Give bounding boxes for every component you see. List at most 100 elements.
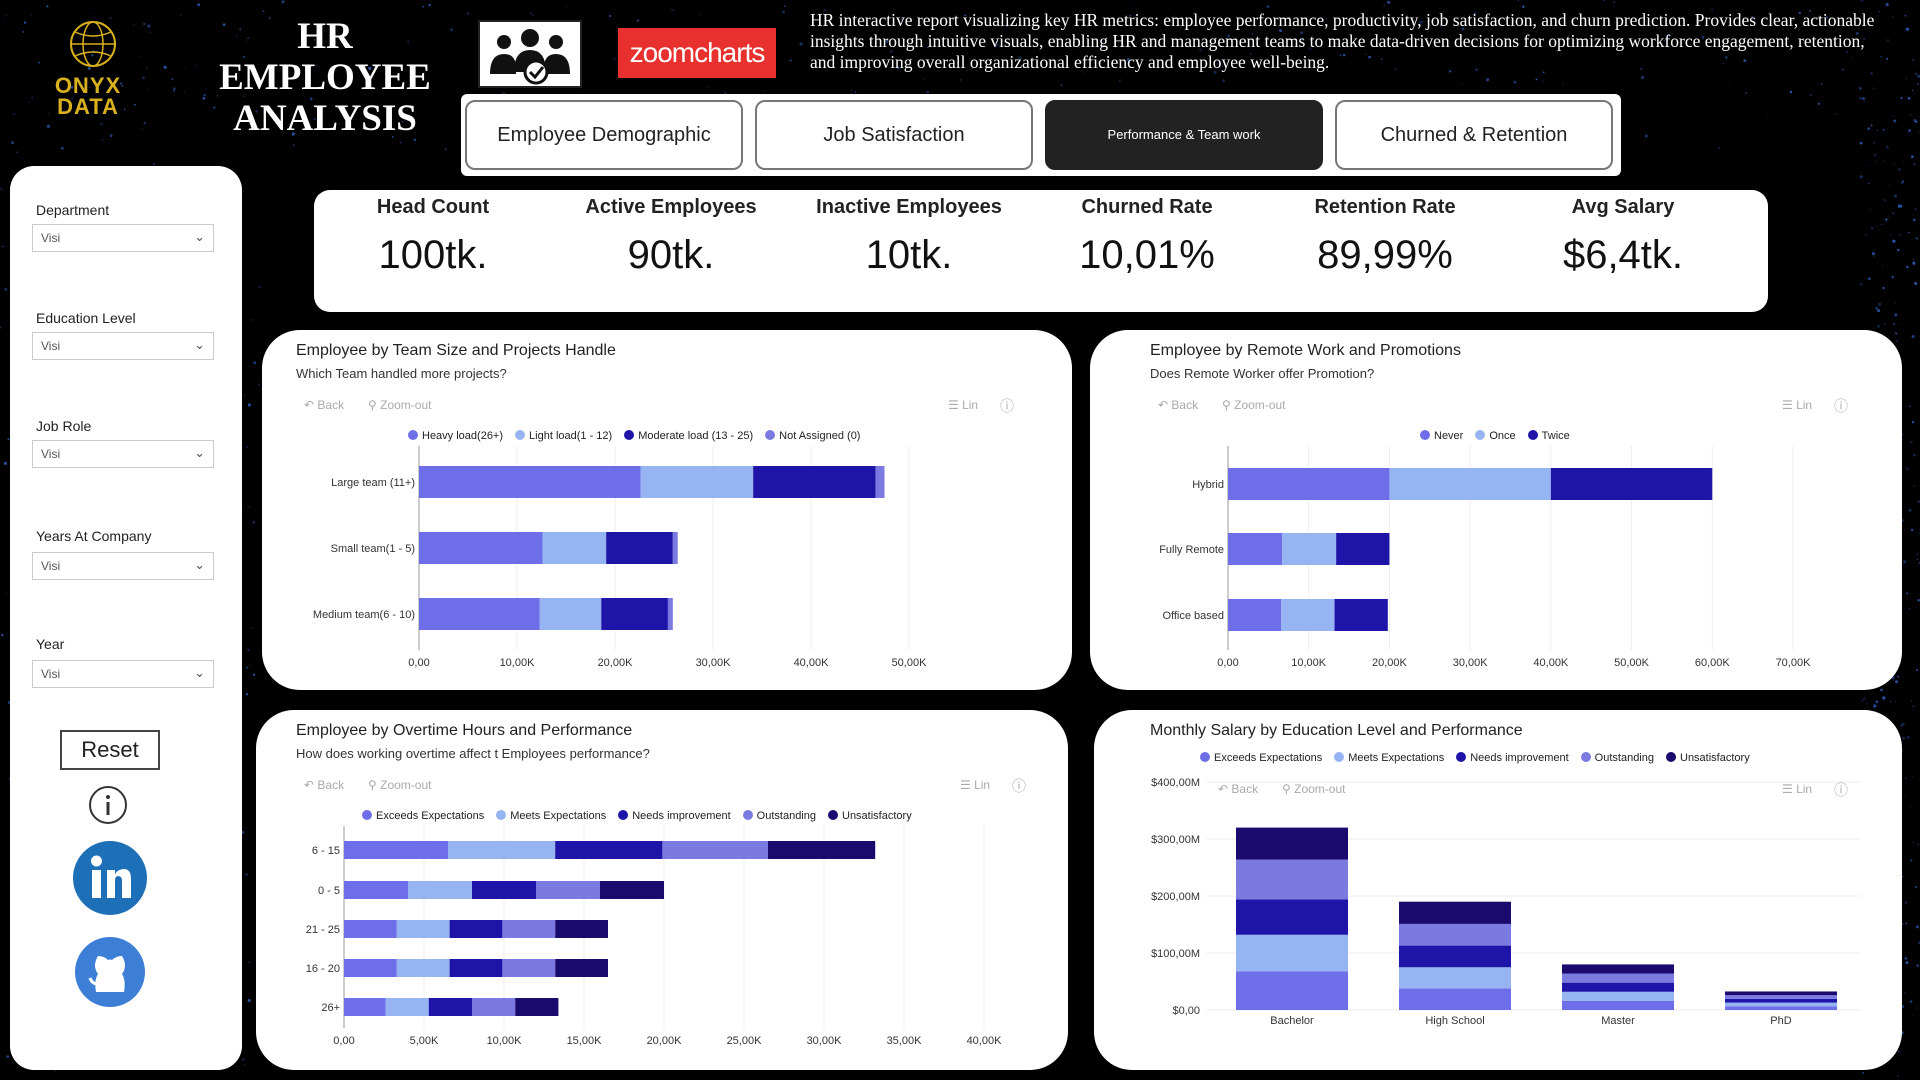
bar-segment[interactable] [1335, 599, 1388, 631]
background-dot [246, 666, 248, 668]
bar-segment[interactable] [1281, 599, 1334, 631]
bar-segment[interactable] [397, 920, 450, 938]
bar-segment[interactable] [1562, 992, 1674, 1001]
bar-segment[interactable] [1236, 899, 1348, 934]
info-icon[interactable] [87, 784, 129, 826]
bar-segment[interactable] [344, 881, 408, 899]
bar-segment[interactable] [1562, 983, 1674, 992]
bar-segment[interactable] [472, 881, 536, 899]
bar-segment[interactable] [1562, 1001, 1674, 1010]
bar-segment[interactable] [555, 841, 662, 859]
bar-segment[interactable] [1236, 971, 1348, 1010]
background-dot [249, 665, 250, 666]
background-dot [1912, 59, 1914, 61]
bar-segment[interactable] [555, 959, 608, 977]
bar-segment[interactable] [1725, 1006, 1837, 1010]
background-dot [1901, 323, 1902, 324]
bar-segment[interactable] [450, 959, 503, 977]
bar-segment[interactable] [344, 998, 386, 1016]
bar-segment[interactable] [344, 841, 448, 859]
bar-segment[interactable] [1399, 946, 1511, 968]
bar-segment[interactable] [876, 466, 885, 498]
background-dot [172, 78, 174, 80]
bar-segment[interactable] [668, 598, 673, 630]
bar-segment[interactable] [662, 841, 768, 859]
zoomcharts-logo: zoomcharts [618, 28, 776, 78]
kpi-value: 89,99% [1266, 233, 1504, 278]
bar-segment[interactable] [502, 920, 555, 938]
bar-segment[interactable] [419, 466, 640, 498]
bar-segment[interactable] [1399, 967, 1511, 988]
bar-segment[interactable] [1236, 828, 1348, 860]
background-dot [1860, 142, 1863, 145]
bar-segment[interactable] [601, 598, 668, 630]
bar-segment[interactable] [408, 881, 472, 899]
bar-segment[interactable] [1725, 995, 1837, 999]
y-tick-label: Large team (11+) [331, 477, 415, 489]
bar-segment[interactable] [1228, 599, 1281, 631]
bar-segment[interactable] [397, 959, 450, 977]
background-dot [173, 89, 175, 91]
department-dropdown[interactable]: Visi ⌄ [32, 224, 214, 252]
tab-employee-demographic[interactable]: Employee Demographic [465, 100, 743, 170]
bar-segment[interactable] [1336, 533, 1389, 565]
bar-segment[interactable] [450, 920, 503, 938]
bar-segment[interactable] [1389, 468, 1550, 500]
background-dot [1914, 163, 1916, 165]
bar-segment[interactable] [1228, 468, 1389, 500]
years-at-company-dropdown[interactable]: Visi ⌄ [32, 552, 214, 580]
tab-performance-team-work[interactable]: Performance & Team work [1045, 100, 1323, 170]
background-dot [578, 91, 579, 92]
bar-segment[interactable] [472, 998, 515, 1016]
bar-segment[interactable] [448, 841, 555, 859]
background-dot [1862, 97, 1865, 100]
background-dot [1894, 163, 1895, 164]
linkedin-icon[interactable] [72, 840, 148, 916]
bar-segment[interactable] [600, 881, 664, 899]
bar-segment[interactable] [555, 920, 608, 938]
bar-segment[interactable] [1228, 533, 1282, 565]
x-tick-label: 40,00K [794, 657, 830, 669]
bar-segment[interactable] [673, 532, 678, 564]
reset-button[interactable]: Reset [60, 730, 160, 770]
tab-job-satisfaction[interactable]: Job Satisfaction [755, 100, 1033, 170]
bar-segment[interactable] [429, 998, 472, 1016]
bar-segment[interactable] [419, 532, 542, 564]
background-dot [250, 627, 252, 629]
bar-segment[interactable] [536, 881, 600, 899]
github-icon[interactable] [74, 936, 146, 1008]
job-role-dropdown[interactable]: Visi ⌄ [32, 440, 214, 468]
bar-segment[interactable] [1399, 924, 1511, 946]
bar-segment[interactable] [1725, 999, 1837, 1003]
onyx-data-logo[interactable]: ONYX DATA [48, 18, 128, 118]
tab-churned-retention[interactable]: Churned & Retention [1335, 100, 1613, 170]
bar-segment[interactable] [540, 598, 602, 630]
bar-segment[interactable] [419, 598, 540, 630]
bar-segment[interactable] [1399, 902, 1511, 924]
background-dot [1821, 83, 1823, 85]
year-dropdown[interactable]: Visi ⌄ [32, 660, 214, 688]
bar-segment[interactable] [515, 998, 558, 1016]
bar-segment[interactable] [1282, 533, 1336, 565]
bar-segment[interactable] [1399, 988, 1511, 1010]
bar-segment[interactable] [1725, 1003, 1837, 1007]
bar-segment[interactable] [606, 532, 673, 564]
education-level-dropdown[interactable]: Visi ⌄ [32, 332, 214, 360]
bar-segment[interactable] [1725, 991, 1837, 995]
bar-segment[interactable] [386, 998, 429, 1016]
bar-segment[interactable] [344, 920, 397, 938]
bar-segment[interactable] [344, 959, 397, 977]
bar-segment[interactable] [1236, 935, 1348, 971]
bar-segment[interactable] [1236, 860, 1348, 900]
bar-segment[interactable] [542, 532, 606, 564]
bar-segment[interactable] [1562, 964, 1674, 973]
background-dot [1892, 240, 1895, 243]
bar-segment[interactable] [1562, 974, 1674, 983]
bar-segment[interactable] [1551, 468, 1712, 500]
background-dot [1865, 234, 1867, 236]
bar-segment[interactable] [502, 959, 555, 977]
bar-segment[interactable] [640, 466, 753, 498]
bar-segment[interactable] [768, 841, 875, 859]
background-dot [1882, 696, 1885, 699]
bar-segment[interactable] [753, 466, 876, 498]
